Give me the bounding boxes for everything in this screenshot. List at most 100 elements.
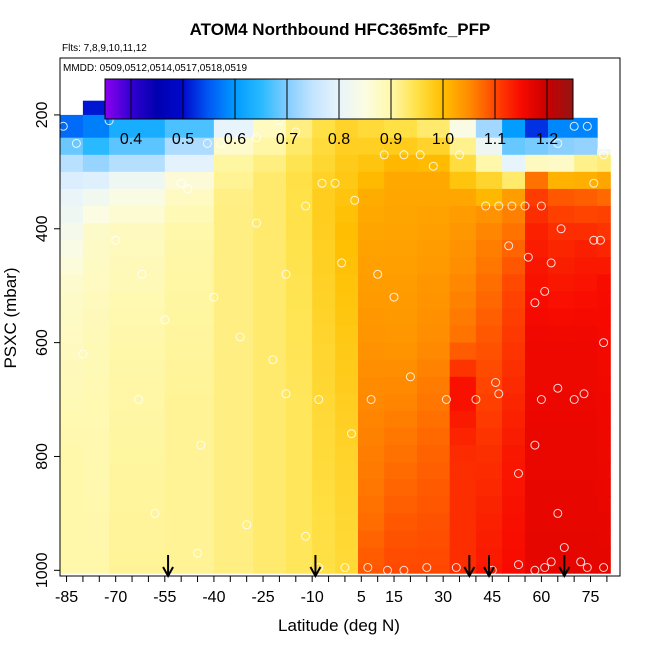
- heatmap-cell: [109, 257, 166, 275]
- heatmap-cell: [213, 291, 254, 310]
- heatmap-cell: [60, 445, 84, 463]
- heatmap-cell: [358, 114, 385, 139]
- heatmap-cell: [475, 274, 503, 292]
- heatmap-cell: [358, 496, 385, 514]
- heatmap-cell: [574, 171, 598, 190]
- heatmap-cell: [525, 171, 549, 190]
- heatmap-cell: [574, 240, 598, 258]
- heatmap-cell: [253, 410, 287, 429]
- heatmap-cell: [82, 257, 110, 275]
- heatmap-cell: [384, 154, 418, 173]
- colorbar-tick-label: 0.7: [276, 131, 298, 148]
- heatmap-cell: [213, 410, 254, 429]
- heatmap-cell: [548, 428, 575, 446]
- heatmap-cell: [109, 359, 166, 378]
- heatmap-cell: [358, 171, 385, 190]
- heatmap-cell: [449, 547, 477, 566]
- heatmap-cell: [475, 513, 503, 532]
- colorbar-tick-label: 1.0: [432, 131, 454, 148]
- heatmap-cell: [597, 171, 611, 190]
- sample-marker: [576, 557, 586, 567]
- colorbar-tick-label: 0.4: [120, 131, 142, 148]
- heatmap-cell: [417, 137, 451, 156]
- heatmap-cell: [384, 479, 418, 497]
- heatmap-cell: [417, 547, 451, 566]
- sample-marker: [494, 389, 504, 399]
- x-tick-label: 60: [533, 589, 551, 606]
- heatmap-cell: [502, 188, 526, 207]
- heatmap-cell: [312, 154, 336, 173]
- heatmap-cell: [286, 359, 313, 378]
- heatmap-cell: [548, 479, 575, 497]
- heatmap-cell: [82, 428, 110, 446]
- heatmap-cell: [475, 206, 503, 224]
- heatmap-cell: [417, 342, 451, 361]
- heatmap-cell: [417, 114, 451, 139]
- heatmap-cell: [164, 496, 215, 514]
- heatmap-cell: [335, 445, 359, 463]
- heatmap-cell: [574, 462, 598, 480]
- heatmap-cell: [417, 462, 451, 480]
- heatmap-cell: [335, 462, 359, 480]
- heatmap-cell: [312, 479, 336, 497]
- heatmap-cell: [475, 428, 503, 446]
- heatmap-cell: [312, 114, 336, 139]
- heatmap-cell: [312, 308, 336, 327]
- heatmap-cell: [502, 137, 526, 156]
- heatmap-cell: [417, 393, 451, 412]
- heatmap-cell: [417, 564, 451, 574]
- heatmap-cell: [109, 513, 166, 532]
- heatmap-cell: [253, 564, 287, 574]
- heatmap-cell: [286, 479, 313, 497]
- heatmap-cell: [502, 479, 526, 497]
- heatmap-cell: [384, 240, 418, 258]
- heatmap-cell: [384, 308, 418, 327]
- heatmap-cell: [335, 274, 359, 292]
- colorbar-ticks: 0.4 0.5 0.6 0.7 0.8 0.9 1.0 1.1 1.2: [120, 79, 558, 148]
- heatmap-cell: [312, 428, 336, 446]
- heatmap-cell: [548, 462, 575, 480]
- heatmap-cell: [286, 530, 313, 549]
- heatmap-cell: [574, 188, 598, 207]
- sample-marker: [399, 565, 409, 575]
- heatmap-cell: [82, 274, 110, 292]
- heatmap-cell: [502, 496, 526, 514]
- heatmap-cell: [525, 257, 549, 275]
- heatmap-cell: [574, 496, 598, 514]
- heatmap-cell: [475, 223, 503, 241]
- heatmap-cell: [449, 171, 477, 190]
- sample-marker: [428, 161, 438, 171]
- heatmap-cell: [213, 496, 254, 514]
- heatmap-cell: [312, 206, 336, 224]
- heatmap-cell: [286, 240, 313, 258]
- sample-marker: [366, 395, 376, 404]
- x-tick-label: 45: [483, 589, 501, 606]
- sample-marker: [514, 560, 523, 570]
- heatmap-cell: [253, 393, 287, 412]
- heatmap-cell: [417, 223, 451, 241]
- heatmap-cell: [60, 154, 84, 173]
- heatmap-cell: [574, 376, 598, 395]
- heatmap-cell: [384, 530, 418, 549]
- heatmap-cell: [109, 291, 166, 310]
- sample-marker: [373, 269, 383, 279]
- sample-marker: [350, 195, 360, 205]
- heatmap-cell: [286, 154, 313, 173]
- heatmap-cell: [449, 137, 477, 156]
- heatmap-cell: [109, 410, 166, 429]
- sample-marker: [599, 563, 609, 572]
- heatmap-cell: [574, 445, 598, 463]
- sample-marker: [540, 286, 550, 296]
- heatmap-cell: [525, 154, 549, 173]
- heatmap-cell: [82, 223, 110, 241]
- sample-marker: [71, 138, 81, 148]
- x-axis: -85 -70 -55 -40 -25 -10 5 15 30 45 60 75: [55, 576, 608, 606]
- heatmap-cell: [253, 428, 287, 446]
- heatmap-cell: [417, 496, 451, 514]
- sample-marker: [183, 184, 193, 194]
- sample-marker: [582, 121, 592, 131]
- sample-marker: [455, 150, 464, 160]
- sample-marker: [582, 563, 592, 572]
- heatmap-cell: [286, 496, 313, 514]
- y-tick-label: 600: [34, 329, 51, 356]
